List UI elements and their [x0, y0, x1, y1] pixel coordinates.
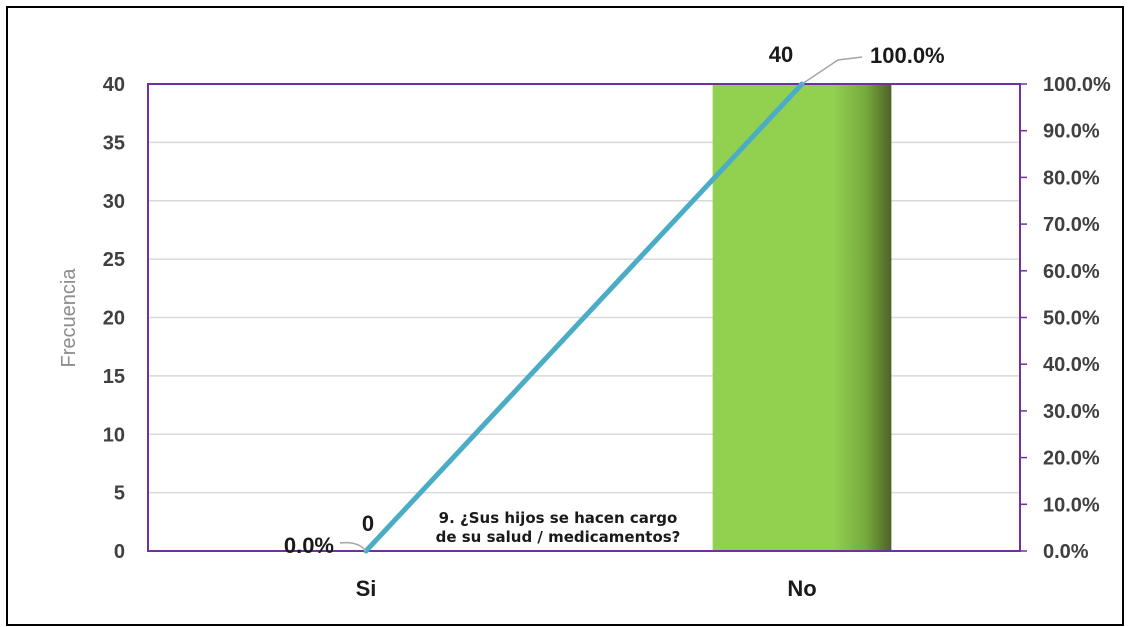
line-value-label: 100.0% — [870, 43, 945, 68]
y-tick-label: 20 — [103, 308, 125, 330]
y2-tick-label: 90.0% — [1043, 121, 1100, 143]
line-value-label: 0.0% — [284, 533, 334, 558]
y2-tick-label: 100.0% — [1043, 74, 1111, 96]
y-tick-label: 25 — [103, 249, 125, 271]
x-category-label: Si — [356, 576, 377, 601]
bar-value-label: 0 — [362, 511, 374, 536]
axes-labels: 0 5 10 15 20 25 30 35 40 0.0% 10.0% 20.0% 30.0% 40.0%… — [103, 42, 1111, 601]
y2-tick-label: 10.0% — [1043, 494, 1100, 516]
y2-tick-label: 20.0% — [1043, 448, 1100, 470]
chart-title-line-1: 9. ¿Sus hijos se hacen cargo — [439, 509, 678, 527]
chart-frame — [6, 6, 1124, 626]
y2-tick-label: 50.0% — [1043, 308, 1100, 330]
bar-no — [712, 84, 892, 551]
leader-line — [801, 56, 863, 85]
chart-title-line-2: de su salud / medicamentos? — [436, 528, 681, 546]
x-category-label: No — [787, 576, 816, 601]
leader-line — [339, 541, 367, 552]
y-tick-label: 30 — [103, 191, 125, 213]
y-tick-label: 0 — [114, 541, 125, 563]
y-tick-label: 15 — [103, 366, 125, 388]
cumulative-line: 0.0% 100.0% — [284, 43, 945, 558]
bars — [712, 84, 892, 551]
y-tick-label: 40 — [103, 74, 125, 96]
y2-tick-label: 30.0% — [1043, 401, 1100, 423]
y2-tick-label: 0.0% — [1043, 541, 1089, 563]
y-axis-title: Frecuencia — [58, 268, 80, 368]
bar-value-label: 40 — [769, 42, 793, 67]
y2-tick-label: 60.0% — [1043, 261, 1100, 283]
y-tick-label: 10 — [103, 424, 125, 446]
y-tick-label: 5 — [114, 483, 125, 505]
y2-tick-label: 40.0% — [1043, 354, 1100, 376]
cumulative-line-path — [363, 81, 805, 554]
y2-tick-label: 70.0% — [1043, 214, 1100, 236]
y2-tick-label: 80.0% — [1043, 167, 1100, 189]
y-tick-label: 35 — [103, 132, 125, 154]
